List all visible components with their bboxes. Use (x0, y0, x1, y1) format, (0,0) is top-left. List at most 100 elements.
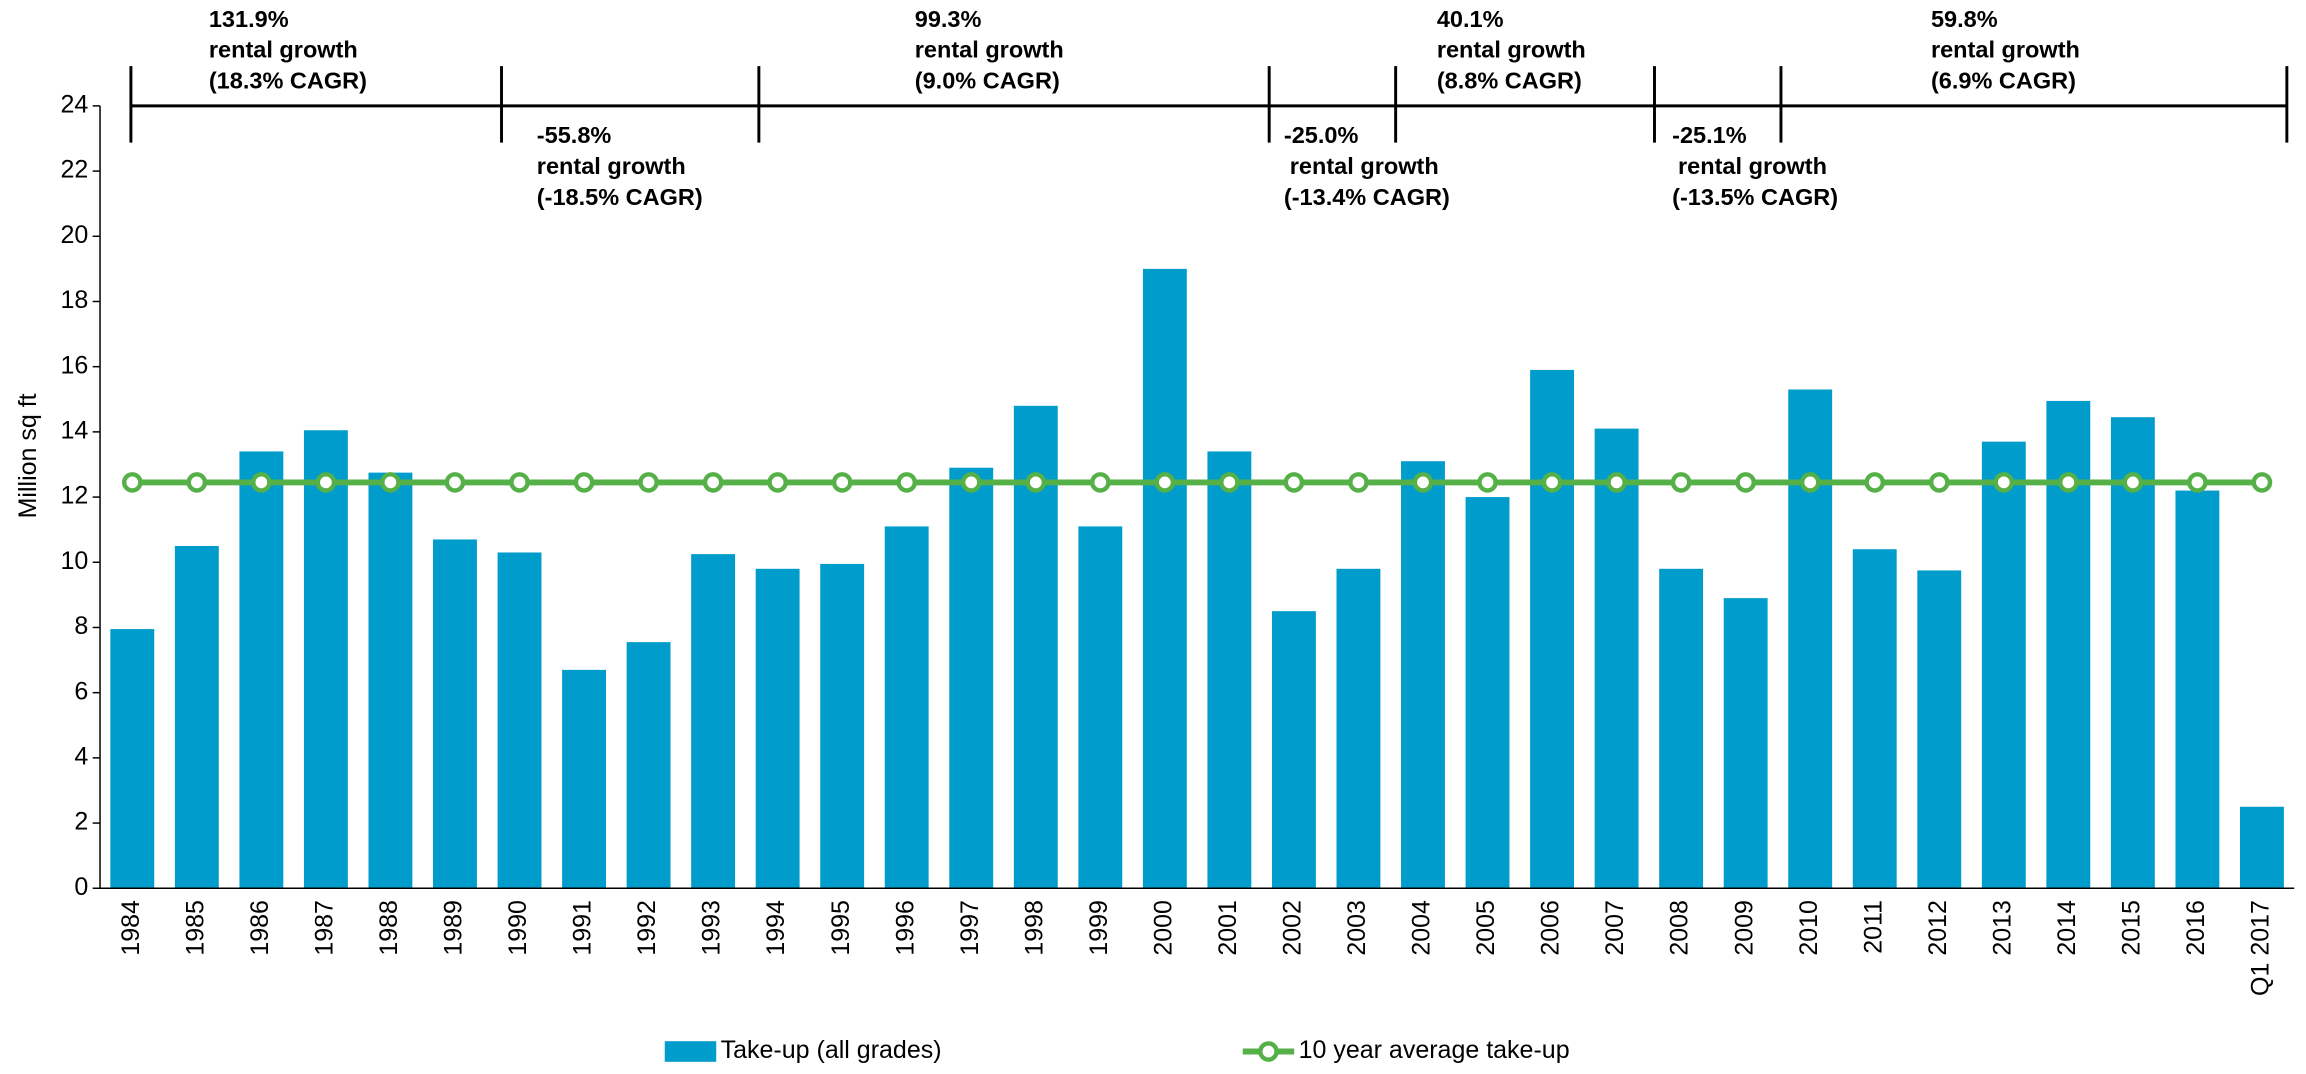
x-tick-label: 1996 (891, 900, 919, 956)
average-marker (1735, 472, 1756, 493)
bar (820, 563, 865, 889)
x-tick-label: 1998 (1020, 900, 1048, 956)
x-tick-label: 1997 (956, 900, 984, 956)
x-tick-label: Q1 2017 (2247, 900, 2275, 996)
bar (562, 669, 606, 889)
average-marker (2058, 472, 2079, 493)
bar (691, 554, 736, 889)
average-marker (960, 472, 982, 493)
y-tick-label: 4 (74, 742, 88, 770)
bar (626, 642, 671, 889)
x-tick-label: 2013 (1988, 900, 2016, 956)
x-tick-label: 1989 (440, 900, 468, 956)
average-marker (509, 472, 530, 493)
period-annotation: rental growth (1437, 37, 1586, 63)
bar (174, 545, 219, 889)
legend-label: 10 year average take-up (1299, 1036, 1570, 1064)
average-marker (896, 472, 918, 493)
period-annotation: rental growth (1931, 37, 2080, 63)
period-annotation: -25.1% (1672, 122, 1747, 148)
average-marker (702, 472, 724, 493)
bar (1852, 549, 1897, 889)
average-marker (251, 472, 272, 493)
x-tick-label: 2015 (2117, 900, 2145, 956)
bar (497, 552, 542, 889)
period-annotation: (6.9% CAGR) (1931, 68, 2076, 94)
period-annotation: (18.3% CAGR) (209, 68, 367, 94)
average-marker (1219, 472, 1240, 493)
average-marker (1993, 472, 2015, 493)
x-tick-label: 2005 (1472, 900, 1500, 956)
bar (1788, 389, 1833, 889)
average-marker (1864, 472, 1886, 493)
average-marker (573, 472, 595, 493)
average-marker (831, 472, 853, 493)
y-tick-label: 0 (74, 873, 88, 901)
average-marker (767, 472, 788, 493)
bar (1336, 568, 1381, 889)
y-tick-label: 22 (60, 156, 88, 184)
average-marker (1799, 472, 1821, 493)
bar (884, 526, 929, 889)
period-annotation: (9.0% CAGR) (915, 68, 1060, 94)
period-annotation: (-18.5% CAGR) (537, 184, 703, 210)
average-marker (380, 472, 401, 493)
bar (1530, 369, 1575, 889)
bar (1401, 461, 1445, 889)
x-tick-label: 1992 (633, 900, 661, 956)
x-tick-label: 1986 (246, 900, 274, 956)
x-tick-label: 2001 (1214, 900, 1242, 956)
legend-marker (1258, 1041, 1279, 1062)
x-tick-label: 1994 (762, 900, 790, 956)
average-marker (1541, 472, 1563, 493)
bar (755, 568, 800, 889)
x-tick-label: 1991 (569, 900, 597, 956)
bar (1981, 441, 2026, 889)
bar (2239, 806, 2284, 889)
average-marker (1928, 472, 1950, 493)
x-tick-label: 2006 (1537, 900, 1565, 956)
average-marker (1477, 472, 1498, 493)
period-annotation: rental growth (1290, 153, 1439, 179)
x-tick-label: 2003 (1343, 900, 1371, 956)
average-marker (444, 472, 466, 493)
legend-label: Take-up (all grades) (721, 1036, 942, 1064)
bar (2175, 490, 2220, 889)
average-marker (2251, 472, 2273, 493)
x-tick-label: 2000 (1149, 900, 1177, 956)
average-marker (186, 472, 208, 493)
y-tick-label: 20 (60, 221, 88, 249)
period-brackets (129, 66, 2289, 143)
x-tick-label: 1987 (311, 900, 339, 956)
x-tick-label: 2008 (1666, 900, 1694, 956)
x-tick-label: 2010 (1795, 900, 1823, 956)
bar (303, 430, 348, 889)
bar (110, 629, 155, 889)
average-marker (1670, 472, 1692, 493)
period-annotation: 59.8% (1931, 6, 1998, 32)
x-tick-label: 1995 (827, 900, 855, 956)
average-marker (1412, 472, 1434, 493)
x-tick-label: 2012 (1924, 900, 1952, 956)
average-marker (1025, 472, 1047, 493)
bar (1271, 611, 1316, 889)
period-annotation: rental growth (537, 153, 686, 179)
average-marker (2122, 472, 2144, 493)
bar (433, 539, 477, 889)
period-annotation: -25.0% (1284, 122, 1359, 148)
x-tick-label: 1990 (504, 900, 532, 956)
y-tick-label: 14 (60, 416, 88, 444)
bar (1723, 598, 1768, 889)
bar (949, 467, 994, 889)
period-annotation: 99.3% (915, 6, 982, 32)
bar (239, 451, 284, 889)
period-annotation: 131.9% (209, 6, 289, 32)
bar (1142, 268, 1187, 889)
bar (1659, 568, 1704, 889)
period-annotation: -55.8% (537, 122, 612, 148)
average-marker (315, 472, 337, 493)
x-tick-label: 1985 (181, 900, 209, 956)
x-tick-label: 2009 (1730, 900, 1758, 956)
x-tick-label: 1988 (375, 900, 403, 956)
